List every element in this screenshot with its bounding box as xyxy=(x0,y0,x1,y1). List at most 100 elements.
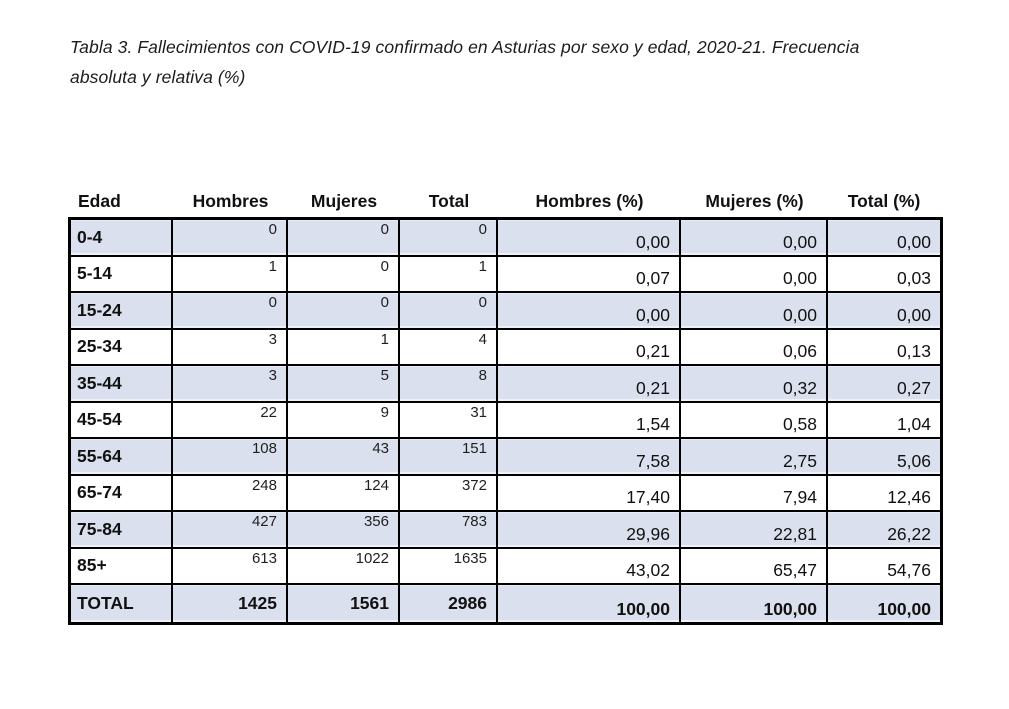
cell-edad: 75-84 xyxy=(71,512,173,547)
cell-total: 4 xyxy=(400,329,498,364)
cell-total-pct: 100,00 xyxy=(828,585,940,622)
column-header-total-pct: Total (%) xyxy=(847,191,921,211)
cell-mujeres-pct: 0,06 xyxy=(681,329,828,364)
cell-hombres-pct: 0,00 xyxy=(498,293,681,328)
cell-hombres: 0 xyxy=(173,220,288,255)
column-header-hombres: Hombres xyxy=(192,191,269,211)
cell-total-pct: 0,13 xyxy=(896,341,931,361)
cell-mujeres-pct: 22,81 xyxy=(681,512,828,547)
cell-edad: 35-44 xyxy=(71,366,173,401)
cell-mujeres: 1022 xyxy=(288,548,400,583)
cell-hombres: 108 xyxy=(173,439,288,474)
cell-total: 783 xyxy=(400,512,498,547)
cell-edad: 5-14 xyxy=(71,256,173,291)
table-caption-line-2: absoluta y relativa (%) xyxy=(70,67,246,87)
cell-hombres-pct: 0,00 xyxy=(498,220,681,255)
cell-mujeres-pct: 0,00 xyxy=(681,220,828,255)
table-row: 45-54 22 9 31 1,54 0,58 1,04 xyxy=(71,402,940,439)
column-header-row: Edad Hombres Mujeres Total Hombres (%) M… xyxy=(71,186,940,215)
table-row: 75-84 427 356 783 29,96 22,81 26,22 xyxy=(71,512,940,549)
column-header-mujeres: Mujeres xyxy=(310,191,378,211)
column-header-total: Total xyxy=(428,191,470,211)
cell-total: 0 xyxy=(400,220,498,255)
table-row: 55-64 108 43 151 7,58 2,75 5,06 xyxy=(71,439,940,476)
cell-mujeres-pct: 0,58 xyxy=(681,402,828,437)
cell-hombres: 3 xyxy=(173,366,288,401)
cell-total-pct: 0,03 xyxy=(896,268,931,288)
table-caption: Tabla 3. Fallecimientos con COVID-19 con… xyxy=(70,32,1000,92)
cell-hombres: 22 xyxy=(173,402,288,437)
column-header-edad: Edad xyxy=(78,191,121,211)
cell-hombres: 1 xyxy=(173,256,288,291)
cell-hombres: 613 xyxy=(173,548,288,583)
cell-hombres-pct: 0,21 xyxy=(498,329,681,364)
cell-mujeres: 356 xyxy=(288,512,400,547)
cell-mujeres: 5 xyxy=(288,366,400,401)
cell-mujeres-pct: 0,00 xyxy=(681,293,828,328)
cell-total: 0 xyxy=(400,293,498,328)
table-row: 0-4 0 0 0 0,00 0,00 0,00 xyxy=(71,220,940,257)
cell-hombres-pct: 17,40 xyxy=(498,475,681,510)
cell-hombres-pct: 29,96 xyxy=(498,512,681,547)
cell-total-pct: 0,27 xyxy=(828,366,940,401)
cell-total: 8 xyxy=(400,366,498,401)
table-row: 85+ 613 1022 1635 43,02 65,47 54,76 xyxy=(71,548,940,585)
cell-mujeres-pct: 65,47 xyxy=(681,548,828,583)
cell-edad: 15-24 xyxy=(71,293,173,328)
cell-total: 372 xyxy=(400,475,498,510)
cell-hombres: 0 xyxy=(173,293,288,328)
table-row: 5-14 1 0 1 0,07 0,00 0,03 xyxy=(71,256,940,293)
cell-total-pct: 12,46 xyxy=(887,487,931,507)
column-header-mujeres-pct: Mujeres (%) xyxy=(705,191,804,211)
cell-hombres: 1425 xyxy=(173,585,288,622)
table-row: 15-24 0 0 0 0,00 0,00 0,00 xyxy=(71,293,940,330)
cell-total: 1 xyxy=(400,256,498,291)
table-row: 25-34 3 1 4 0,21 0,06 0,13 xyxy=(71,329,940,366)
cell-mujeres: 1561 xyxy=(288,585,400,622)
cell-total: 151 xyxy=(400,439,498,474)
cell-mujeres-pct: 100,00 xyxy=(681,585,828,622)
cell-mujeres-pct: 0,00 xyxy=(681,256,828,291)
table-row: TOTAL 1425 1561 2986 100,00 100,00 100,0… xyxy=(71,585,940,622)
cell-total-pct: 0,00 xyxy=(828,293,940,328)
cell-hombres-pct: 100,00 xyxy=(498,585,681,622)
cell-mujeres: 124 xyxy=(288,475,400,510)
cell-mujeres-pct: 0,32 xyxy=(681,366,828,401)
table-row: 65-74 248 124 372 17,40 7,94 12,46 xyxy=(71,475,940,512)
cell-total-pct: 5,06 xyxy=(828,439,940,474)
cell-edad: 65-74 xyxy=(71,475,173,510)
cell-hombres-pct: 43,02 xyxy=(498,548,681,583)
cell-total: 31 xyxy=(400,402,498,437)
cell-mujeres: 0 xyxy=(288,256,400,291)
cell-edad: TOTAL xyxy=(71,585,173,622)
cell-total-pct: 54,76 xyxy=(887,560,931,580)
cell-edad: 25-34 xyxy=(71,329,173,364)
data-table: 0-4 0 0 0 0,00 0,00 0,00 5-14 1 0 1 0,07… xyxy=(68,217,943,625)
cell-edad: 85+ xyxy=(71,548,173,583)
column-header-hombres-pct: Hombres (%) xyxy=(535,191,644,211)
cell-mujeres: 9 xyxy=(288,402,400,437)
cell-mujeres: 0 xyxy=(288,293,400,328)
cell-edad: 55-64 xyxy=(71,439,173,474)
cell-total: 2986 xyxy=(400,585,498,622)
cell-hombres: 248 xyxy=(173,475,288,510)
cell-hombres-pct: 0,21 xyxy=(498,366,681,401)
cell-total-pct: 0,00 xyxy=(828,220,940,255)
cell-total: 1635 xyxy=(400,548,498,583)
cell-mujeres: 1 xyxy=(288,329,400,364)
cell-edad: 45-54 xyxy=(71,402,173,437)
cell-edad: 0-4 xyxy=(71,220,173,255)
table-caption-line-1: Tabla 3. Fallecimientos con COVID-19 con… xyxy=(70,37,860,57)
cell-hombres-pct: 7,58 xyxy=(498,439,681,474)
cell-total-pct: 1,04 xyxy=(896,414,931,434)
cell-mujeres-pct: 2,75 xyxy=(681,439,828,474)
cell-mujeres-pct: 7,94 xyxy=(681,475,828,510)
cell-hombres: 3 xyxy=(173,329,288,364)
cell-hombres-pct: 0,07 xyxy=(498,256,681,291)
cell-total-pct: 26,22 xyxy=(828,512,940,547)
table-row: 35-44 3 5 8 0,21 0,32 0,27 xyxy=(71,366,940,403)
cell-hombres: 427 xyxy=(173,512,288,547)
cell-mujeres: 43 xyxy=(288,439,400,474)
cell-hombres-pct: 1,54 xyxy=(498,402,681,437)
